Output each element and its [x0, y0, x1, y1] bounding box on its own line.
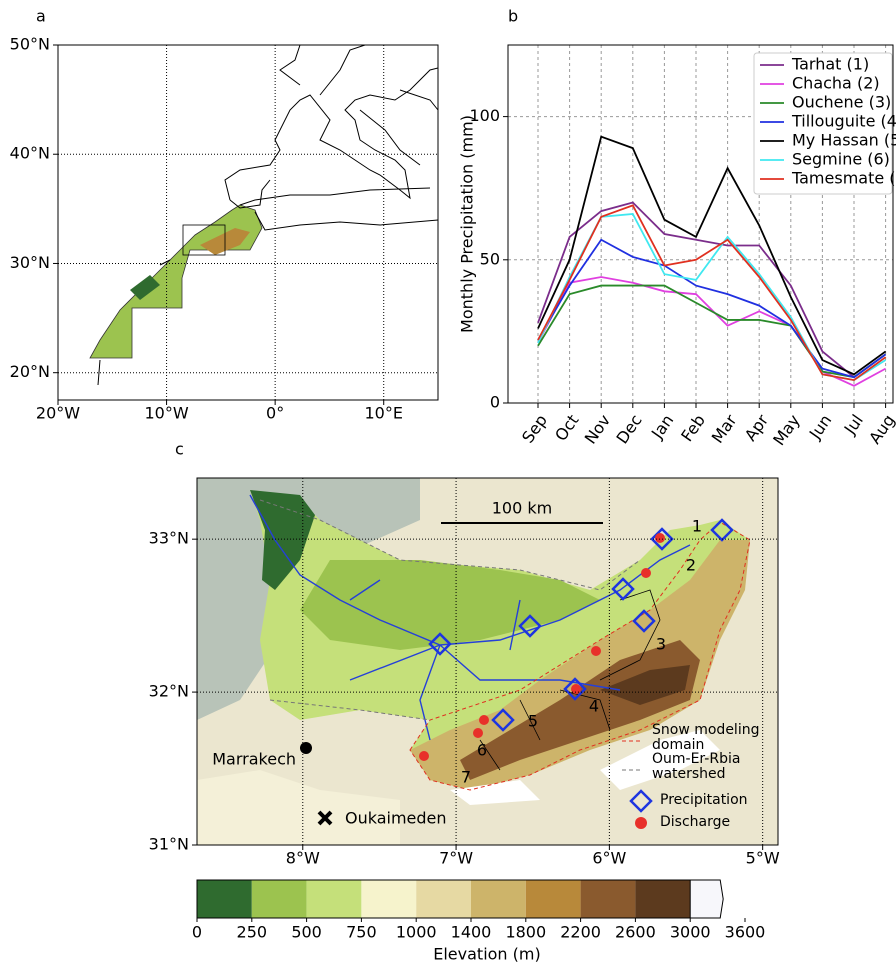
colorbar-tick-label: 750 — [346, 923, 377, 942]
y-tick-label: 20°N — [10, 362, 50, 381]
y-tick-label: 0 — [490, 393, 500, 412]
colorbar-segment — [689, 879, 724, 919]
colorbar-segment — [361, 880, 417, 918]
colorbar-frame — [196, 879, 691, 919]
legend-box — [753, 52, 893, 195]
map-c — [197, 478, 778, 845]
series-line — [537, 204, 887, 382]
colorbar-segment — [635, 880, 691, 918]
basin-label: 1 — [692, 517, 702, 536]
legend-label: Discharge — [660, 814, 731, 830]
y-tick-label: 33°N — [149, 529, 189, 548]
series-line — [537, 284, 887, 379]
y-axis-label: Monthly Precipitation (mm) — [458, 115, 477, 333]
colorbar-tick-label: 2200 — [560, 923, 601, 942]
colorbar-tick-label: 1400 — [451, 923, 492, 942]
x-tick-label: Nov — [581, 411, 614, 447]
y-tick-label: 30°N — [10, 253, 50, 272]
panel-label: b — [508, 7, 518, 26]
colorbar-segment — [525, 880, 581, 918]
y-tick-label: 31°N — [149, 835, 189, 854]
colorbar-segment — [251, 880, 307, 918]
colorbar-tick-label: 2600 — [615, 923, 656, 942]
city-label: Marrakech — [212, 750, 296, 769]
x-tick-label: Jun — [805, 411, 835, 443]
legend-label: Snow modeling domain — [652, 722, 760, 753]
colorbar-label: Elevation (m) — [433, 945, 540, 964]
panel-label: c — [175, 440, 184, 459]
x-tick-label: 6°W — [592, 849, 626, 868]
colorbar-tick-label: 1000 — [396, 923, 437, 942]
colorbar-segment — [306, 880, 362, 918]
city-label: Oukaimeden — [345, 809, 447, 828]
legend-label: Oum-Er-Rbia watershed — [652, 751, 741, 782]
colorbar-tick-label: 250 — [237, 923, 268, 942]
series-line — [537, 201, 887, 379]
legend-label: Ouchene (3) — [792, 93, 891, 112]
x-tick-label: Dec — [612, 411, 645, 447]
map-a — [58, 45, 438, 400]
series-line — [537, 276, 887, 387]
x-tick-label: 20°W — [36, 404, 80, 423]
x-tick-label: 8°W — [286, 849, 320, 868]
y-tick-label: 40°N — [10, 144, 50, 163]
scale-bar-label: 100 km — [492, 499, 552, 518]
x-tick-label: Aug — [865, 411, 896, 447]
legend-label: Tillouguite (4) — [791, 112, 896, 131]
legend-label: Tarhat (1) — [791, 55, 869, 74]
panel-label: a — [36, 7, 46, 26]
x-tick-label: May — [769, 411, 804, 449]
colorbar-segment — [197, 880, 252, 918]
colorbar-tick-label: 3600 — [725, 923, 766, 942]
x-tick-label: 0° — [266, 404, 284, 423]
basin-label: 3 — [656, 635, 666, 654]
x-tick-label: Feb — [677, 411, 709, 445]
colorbar-segment — [416, 880, 471, 918]
x-tick-label: Jan — [647, 411, 677, 443]
colorbar-tick-label: 1800 — [505, 923, 546, 942]
legend-label: Chacha (2) — [792, 74, 880, 93]
x-tick-label: Sep — [518, 411, 551, 447]
axes-frame — [507, 44, 894, 404]
basin-label: 7 — [461, 768, 471, 787]
x-tick-label: Apr — [741, 411, 773, 445]
basin-label: 6 — [477, 741, 487, 760]
y-tick-label: 50°N — [10, 35, 50, 54]
legend-label: My Hassan (5) — [792, 131, 896, 150]
x-tick-label: 5°W — [746, 849, 780, 868]
x-tick-label: Oct — [551, 411, 582, 445]
legend-label: Segmine (6) — [792, 150, 890, 169]
colorbar-segment — [580, 880, 636, 918]
colorbar-tick-label: 0 — [192, 923, 202, 942]
colorbar-tick-label: 500 — [291, 923, 322, 942]
y-tick-label: 32°N — [149, 682, 189, 701]
colorbar-segment — [471, 880, 526, 918]
axes-frame — [196, 477, 779, 846]
series-line — [537, 135, 887, 376]
x-tick-label: 10°W — [144, 404, 188, 423]
x-tick-label: Mar — [708, 411, 741, 447]
colorbar-tick-label: 3000 — [670, 923, 711, 942]
legend-label: Precipitation — [660, 792, 748, 808]
y-tick-label: 50 — [480, 249, 500, 268]
basin-label: 5 — [528, 712, 538, 731]
y-tick-label: 100 — [469, 106, 500, 125]
x-tick-label: 10°E — [364, 404, 402, 423]
series-line — [537, 238, 887, 379]
basin-label: 4 — [589, 697, 599, 716]
legend-label: Tamesmate (7) — [791, 169, 896, 188]
x-tick-label: 7°W — [439, 849, 473, 868]
basin-label: 2 — [686, 556, 696, 575]
x-tick-label: Jul — [840, 411, 867, 439]
